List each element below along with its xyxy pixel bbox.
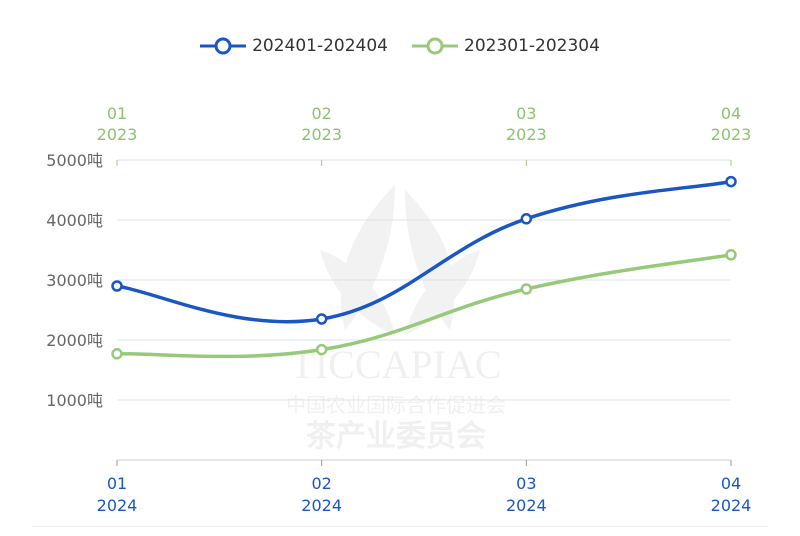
grid-lines [117, 159, 731, 401]
watermark-logo: TICCAPIAC 中国农业国际合作促进会 茶产业委员会 [286, 185, 506, 454]
data-point-2023[interactable] [315, 343, 328, 356]
bottom-x-month-label: 01 [107, 474, 127, 493]
data-point-2023[interactable] [520, 283, 533, 295]
bottom-divider [32, 526, 768, 527]
top-x-year-label: 2023 [301, 125, 342, 144]
top-x-year-label: 2023 [711, 125, 752, 144]
bottom-x-month-label: 03 [516, 474, 536, 493]
bottom-x-year-label: 2024 [301, 496, 342, 515]
series-layer [111, 175, 737, 360]
y-tick-label: 5000吨 [46, 151, 103, 170]
legend-item-2023[interactable]: 202301-202304 [412, 36, 600, 56]
top-x-month-label: 04 [721, 104, 741, 123]
legend-swatch-2024 [200, 37, 247, 55]
watermark-line1: 中国农业国际合作促进会 [286, 393, 506, 417]
top-x-year-label: 2023 [97, 125, 138, 144]
top-x-month-label: 01 [107, 104, 127, 123]
series-line-2024 [115, 179, 733, 324]
bottom-x-year-label: 2024 [711, 496, 752, 515]
data-point-2024[interactable] [315, 313, 328, 325]
series-line-2023 [115, 253, 733, 359]
data-point-2023[interactable] [111, 348, 123, 360]
top-x-month-label: 03 [516, 104, 536, 123]
legend-swatch-2023 [412, 37, 458, 55]
bottom-x-year-label: 2024 [97, 496, 138, 515]
y-tick-label: 4000吨 [46, 211, 103, 230]
y-tick-label: 3000吨 [46, 271, 103, 290]
watermark-line2: 茶产业委员会 [306, 419, 486, 454]
y-tick-label: 1000吨 [46, 391, 103, 410]
top-x-year-label: 2023 [506, 125, 547, 144]
legend: 202401-202404 202301-202304 [0, 36, 800, 56]
data-point-2024[interactable] [520, 213, 533, 225]
data-point-2024[interactable] [725, 175, 737, 188]
bottom-x-year-label: 2024 [506, 496, 547, 515]
axes: 1000吨 2000吨 3000吨 4000吨 5000吨 01 2023 02 2023 03 2… [46, 104, 751, 515]
legend-label-2023: 202301-202304 [464, 36, 600, 56]
bottom-x-month-label: 04 [721, 474, 741, 493]
data-point-2023[interactable] [725, 249, 737, 261]
leaf-logo-icon [320, 185, 480, 335]
data-point-2024[interactable] [111, 280, 123, 292]
top-x-month-label: 02 [311, 104, 331, 123]
legend-item-2024[interactable]: 202401-202404 [200, 36, 388, 56]
legend-label-2024: 202401-202404 [252, 36, 388, 56]
y-tick-label: 2000吨 [46, 331, 103, 350]
bottom-x-month-label: 02 [311, 474, 331, 493]
